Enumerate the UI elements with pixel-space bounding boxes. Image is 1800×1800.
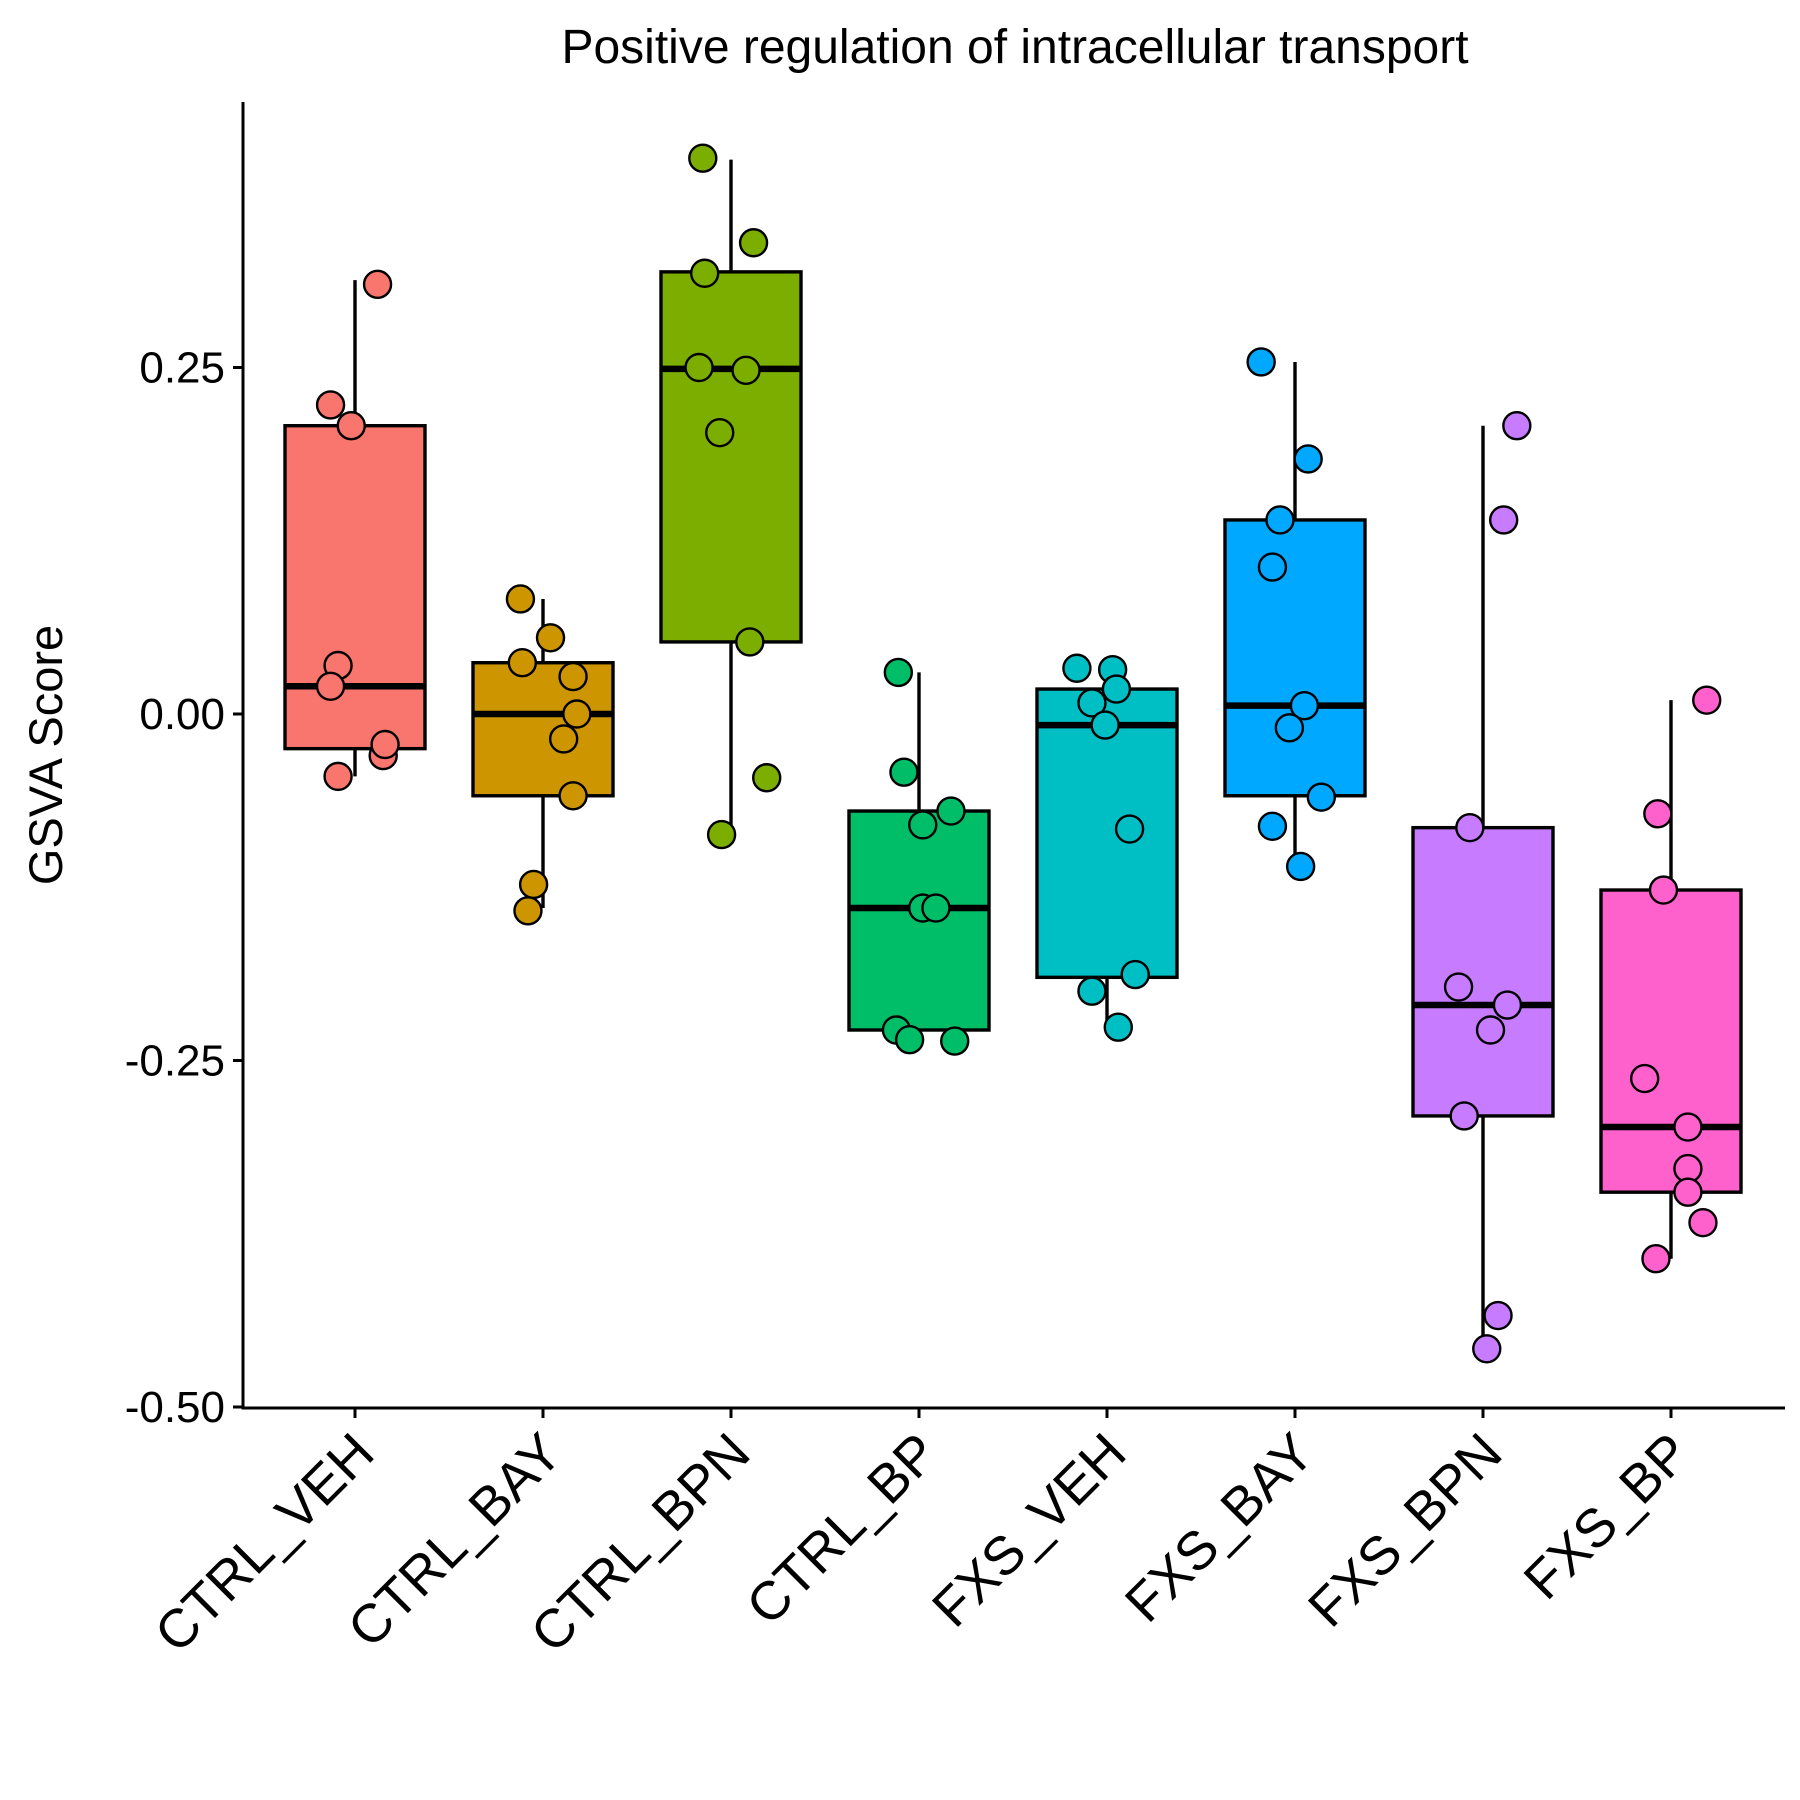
box-group-fxs-bay [1223,347,1367,882]
chart-title: Positive regulation of intracellular tra… [561,21,1468,74]
x-tick-label: FXS_BPN [1297,1422,1513,1638]
box [1411,825,1555,1118]
data-point [1629,1063,1660,1094]
box-group-ctrl-bpn [659,143,803,850]
data-point [1274,713,1305,743]
data-point [315,390,346,420]
data-point [1265,505,1295,535]
y-tick-label: -0.50 [125,1383,225,1432]
data-point [936,796,966,826]
data-point [940,1026,970,1056]
data-point [315,671,346,701]
data-point [1246,347,1276,377]
data-point [921,893,951,923]
data-point [1643,799,1673,829]
data-point [1455,812,1485,843]
data-point [735,627,765,657]
box-group-fxs-bp [1599,685,1743,1274]
data-point [1077,688,1107,718]
data-point [548,724,579,754]
data-point [1488,505,1519,535]
data-point [1114,814,1145,844]
box [1223,518,1367,798]
box-group-ctrl-veh [283,269,427,792]
box [1599,888,1743,1194]
data-point [1306,782,1337,812]
box-group-fxs-veh [1035,653,1179,1042]
data-point [1673,1177,1703,1207]
x-tick-label: FXS_BAY [1114,1422,1326,1634]
data-point [323,761,353,792]
data-point [889,757,919,787]
data-point [1692,685,1722,715]
box-group-ctrl-bp [847,657,991,1056]
data-point [1101,674,1132,704]
plot-area [283,143,1743,1364]
data-point [1285,851,1316,882]
data-point [1090,710,1120,740]
data-point [1641,1243,1671,1274]
data-point [518,869,549,900]
data-point [370,729,400,760]
data-point [908,810,938,840]
data-point [362,269,393,300]
box [659,270,803,644]
x-tick-label: CTRL_BP [735,1422,949,1636]
data-point [1502,411,1532,441]
data-point [1289,690,1320,721]
x-tick-label: FXS_VEH [921,1422,1137,1638]
data-point [738,228,769,258]
y-axis-label: GSVA Score [19,625,72,885]
data-point [1293,444,1323,474]
data-point [1103,1012,1133,1042]
data-point [689,258,720,288]
data-point [562,699,592,729]
data-point [1475,1015,1506,1045]
data-point [1449,1101,1479,1131]
data-point [1062,653,1092,683]
data-point [705,417,735,448]
data-point [1257,811,1288,841]
data-point [1483,1300,1513,1331]
box [283,424,427,751]
data-point [1648,875,1679,905]
data-point [507,648,538,678]
data-point [1688,1207,1718,1238]
data-point [883,657,914,688]
data-point [336,411,366,441]
data-point [1472,1334,1502,1364]
y-tick-label: 0.25 [139,344,225,393]
data-point [731,355,761,385]
x-tick-label: FXS_BP [1513,1422,1702,1611]
data-point [684,352,714,383]
box-group-ctrl-bay [471,584,615,926]
box-group-fxs-bpn [1411,411,1555,1364]
data-point [894,1025,925,1055]
data-point [535,623,566,653]
data-point [1673,1112,1703,1142]
data-point [1492,990,1523,1020]
data-point [513,896,543,926]
data-point [1257,552,1288,582]
data-point [688,143,718,173]
data-point [505,584,536,614]
data-point [558,661,588,692]
data-point [1120,959,1150,990]
data-point [706,819,737,850]
data-point [558,781,588,811]
data-point [1443,972,1474,1002]
data-point [1077,976,1107,1006]
y-tick-label: 0.00 [139,690,225,739]
y-tick-label: -0.25 [125,1037,225,1086]
box [471,661,615,798]
data-point [752,763,782,793]
